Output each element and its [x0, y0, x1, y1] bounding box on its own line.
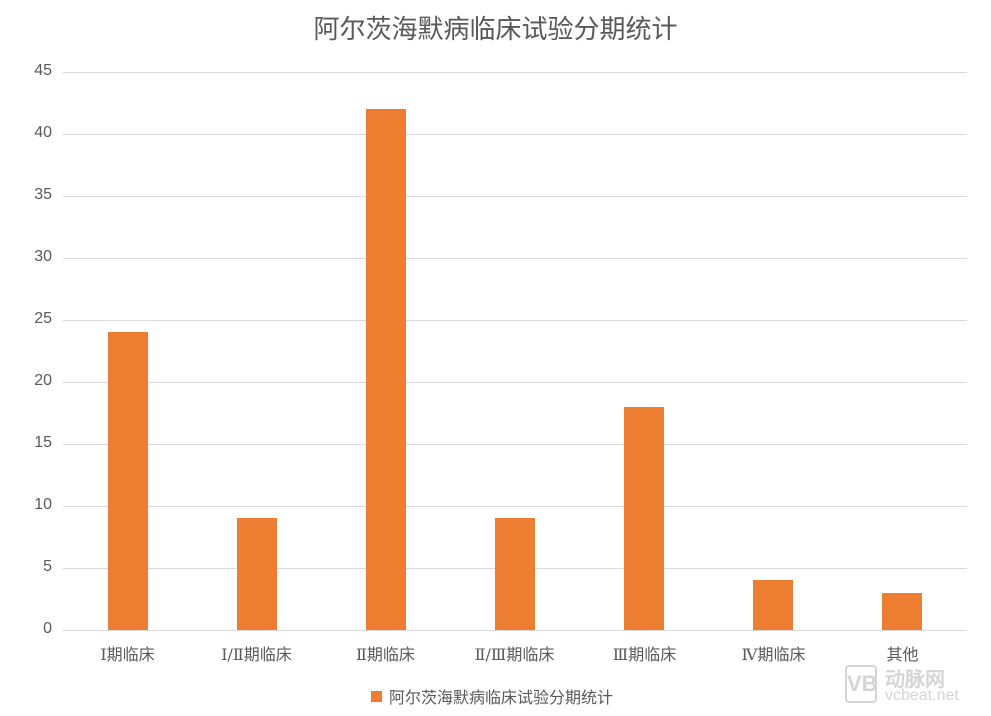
bar [237, 518, 277, 630]
gridline [63, 196, 967, 197]
watermark: VB 动脉网 vcbeat.net [845, 663, 985, 708]
bar [624, 407, 664, 630]
legend-label: 阿尔茨海默病临床试验分期统计 [389, 688, 614, 707]
gridline [63, 134, 967, 135]
watermark-name: 动脉网 [885, 667, 945, 691]
watermark-logo-icon: VB [845, 665, 878, 703]
y-tick-label: 40 [34, 124, 52, 141]
y-tick-label: 45 [34, 62, 52, 79]
watermark-url: vcbeat.net [885, 687, 959, 704]
y-tick-label: 0 [43, 620, 52, 637]
bar [753, 580, 793, 630]
gridline [63, 72, 967, 73]
y-tick-label: 35 [34, 186, 52, 203]
y-tick-label: 15 [34, 434, 52, 451]
gridline [63, 382, 967, 383]
y-tick-label: 20 [34, 372, 52, 389]
bar [882, 593, 922, 630]
legend-swatch [371, 690, 382, 702]
bar [108, 332, 148, 630]
y-tick-label: 30 [34, 248, 52, 265]
x-tick-label: Ⅳ期临床 [741, 645, 806, 664]
legend: 阿尔茨海默病临床试验分期统计 [371, 684, 613, 708]
gridline [63, 630, 967, 631]
y-tick-label: 5 [43, 558, 52, 575]
y-tick-label: 10 [34, 496, 52, 513]
gridline [63, 258, 967, 259]
gridline [63, 320, 967, 321]
x-tick-label: 其他 [886, 645, 919, 664]
x-tick-label: Ⅰ期临床 [100, 645, 155, 664]
gridline [63, 444, 967, 445]
gridline [63, 506, 967, 507]
chart-title: 阿尔茨海默病临床试验分期统计 [313, 15, 678, 45]
y-tick-label: 25 [34, 310, 52, 327]
x-tick-label: Ⅲ期临床 [612, 645, 677, 664]
x-tick-label: Ⅱ期临床 [356, 645, 415, 664]
bar [366, 109, 406, 630]
bar [495, 518, 535, 630]
x-tick-label: Ⅰ/Ⅱ期临床 [221, 645, 292, 664]
plot-area [63, 72, 967, 631]
x-tick-label: Ⅱ/Ⅲ期临床 [474, 645, 555, 664]
